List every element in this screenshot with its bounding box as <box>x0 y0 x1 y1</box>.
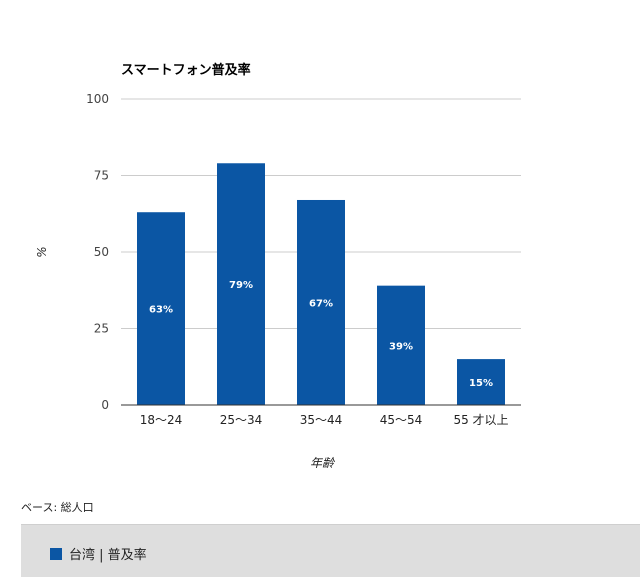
data-labels: 63% 79% 67% 39% 15% <box>149 280 493 389</box>
y-tick-label: 75 <box>94 169 109 183</box>
y-tick-label: 100 <box>86 92 109 106</box>
bar-value-label: 39% <box>389 341 413 352</box>
bar-value-label: 15% <box>469 378 493 389</box>
bar-value-label: 63% <box>149 305 173 316</box>
y-tick-label: 0 <box>101 398 109 412</box>
y-axis-ticks: 0 25 50 75 100 <box>86 92 109 412</box>
chart-title: スマートフォン普及率 <box>121 62 251 78</box>
legend-swatch <box>50 547 62 560</box>
x-tick-label: 25〜34 <box>220 413 263 427</box>
x-tick-label: 35〜44 <box>300 413 343 427</box>
x-tick-label: 55 才以上 <box>453 413 508 427</box>
x-axis-title: 年齢 <box>310 456 336 470</box>
bar[interactable] <box>297 199 345 405</box>
legend-label: 台湾 | 普及率 <box>69 548 147 563</box>
y-tick-label: 25 <box>94 322 109 336</box>
bar[interactable] <box>217 163 265 405</box>
legend: 台湾 | 普及率 <box>21 524 640 577</box>
x-tick-label: 45〜54 <box>380 413 423 427</box>
bar[interactable] <box>457 359 505 405</box>
y-tick-label: 50 <box>94 245 109 259</box>
x-axis-ticks: 18〜24 25〜34 35〜44 45〜54 55 才以上 <box>140 413 509 427</box>
bars <box>137 163 505 405</box>
bar[interactable] <box>137 212 185 405</box>
legend-item[interactable]: 台湾 | 普及率 <box>50 544 147 563</box>
y-axis-title: % <box>35 246 49 257</box>
bar-value-label: 79% <box>229 280 253 291</box>
bar-value-label: 67% <box>309 298 333 309</box>
base-note: ベース: 総人口 <box>21 501 94 514</box>
bar[interactable] <box>377 285 425 405</box>
x-tick-label: 18〜24 <box>140 413 183 427</box>
